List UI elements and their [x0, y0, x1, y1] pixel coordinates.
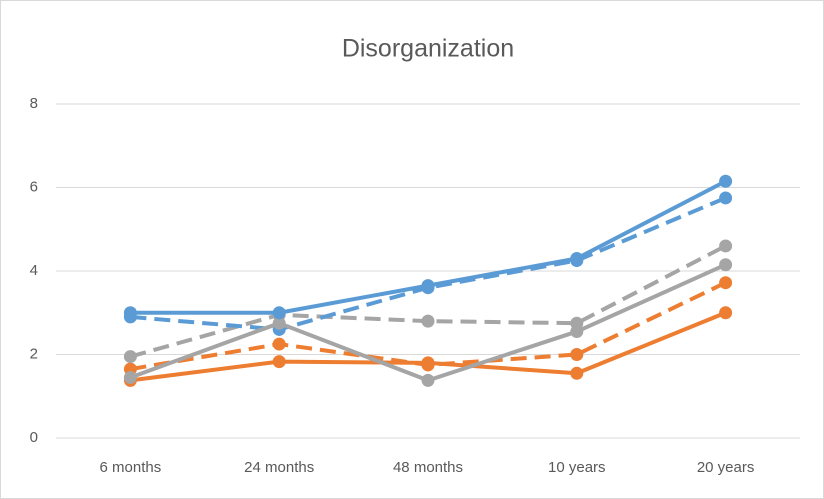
data-point	[421, 279, 435, 293]
x-tick-label: 20 years	[697, 459, 755, 476]
data-point	[272, 355, 286, 369]
data-point	[570, 325, 584, 339]
data-point	[421, 356, 435, 370]
data-point	[123, 370, 137, 384]
data-point	[719, 258, 733, 272]
chart-title: Disorganization	[342, 35, 514, 63]
data-point	[719, 191, 733, 205]
y-tick-label: 0	[30, 429, 38, 446]
data-point	[570, 251, 584, 265]
data-point	[719, 174, 733, 188]
data-point	[719, 276, 733, 290]
data-point	[272, 316, 286, 330]
y-tick-label: 2	[30, 345, 38, 362]
y-tick-label: 6	[30, 178, 38, 195]
data-point	[272, 337, 286, 351]
y-tick-label: 8	[30, 95, 38, 112]
x-tick-label: 24 months	[244, 459, 314, 476]
data-point	[719, 239, 733, 253]
y-tick-label: 4	[30, 262, 38, 279]
data-point	[421, 373, 435, 387]
x-tick-label: 48 months	[393, 459, 463, 476]
data-point	[719, 306, 733, 320]
data-point	[123, 350, 137, 364]
data-point	[570, 348, 584, 361]
data-point	[123, 306, 137, 320]
data-point	[421, 314, 435, 328]
data-point	[570, 366, 584, 380]
data-point	[272, 306, 286, 320]
x-tick-label: 10 years	[548, 459, 606, 476]
x-tick-label: 6 months	[100, 459, 162, 476]
